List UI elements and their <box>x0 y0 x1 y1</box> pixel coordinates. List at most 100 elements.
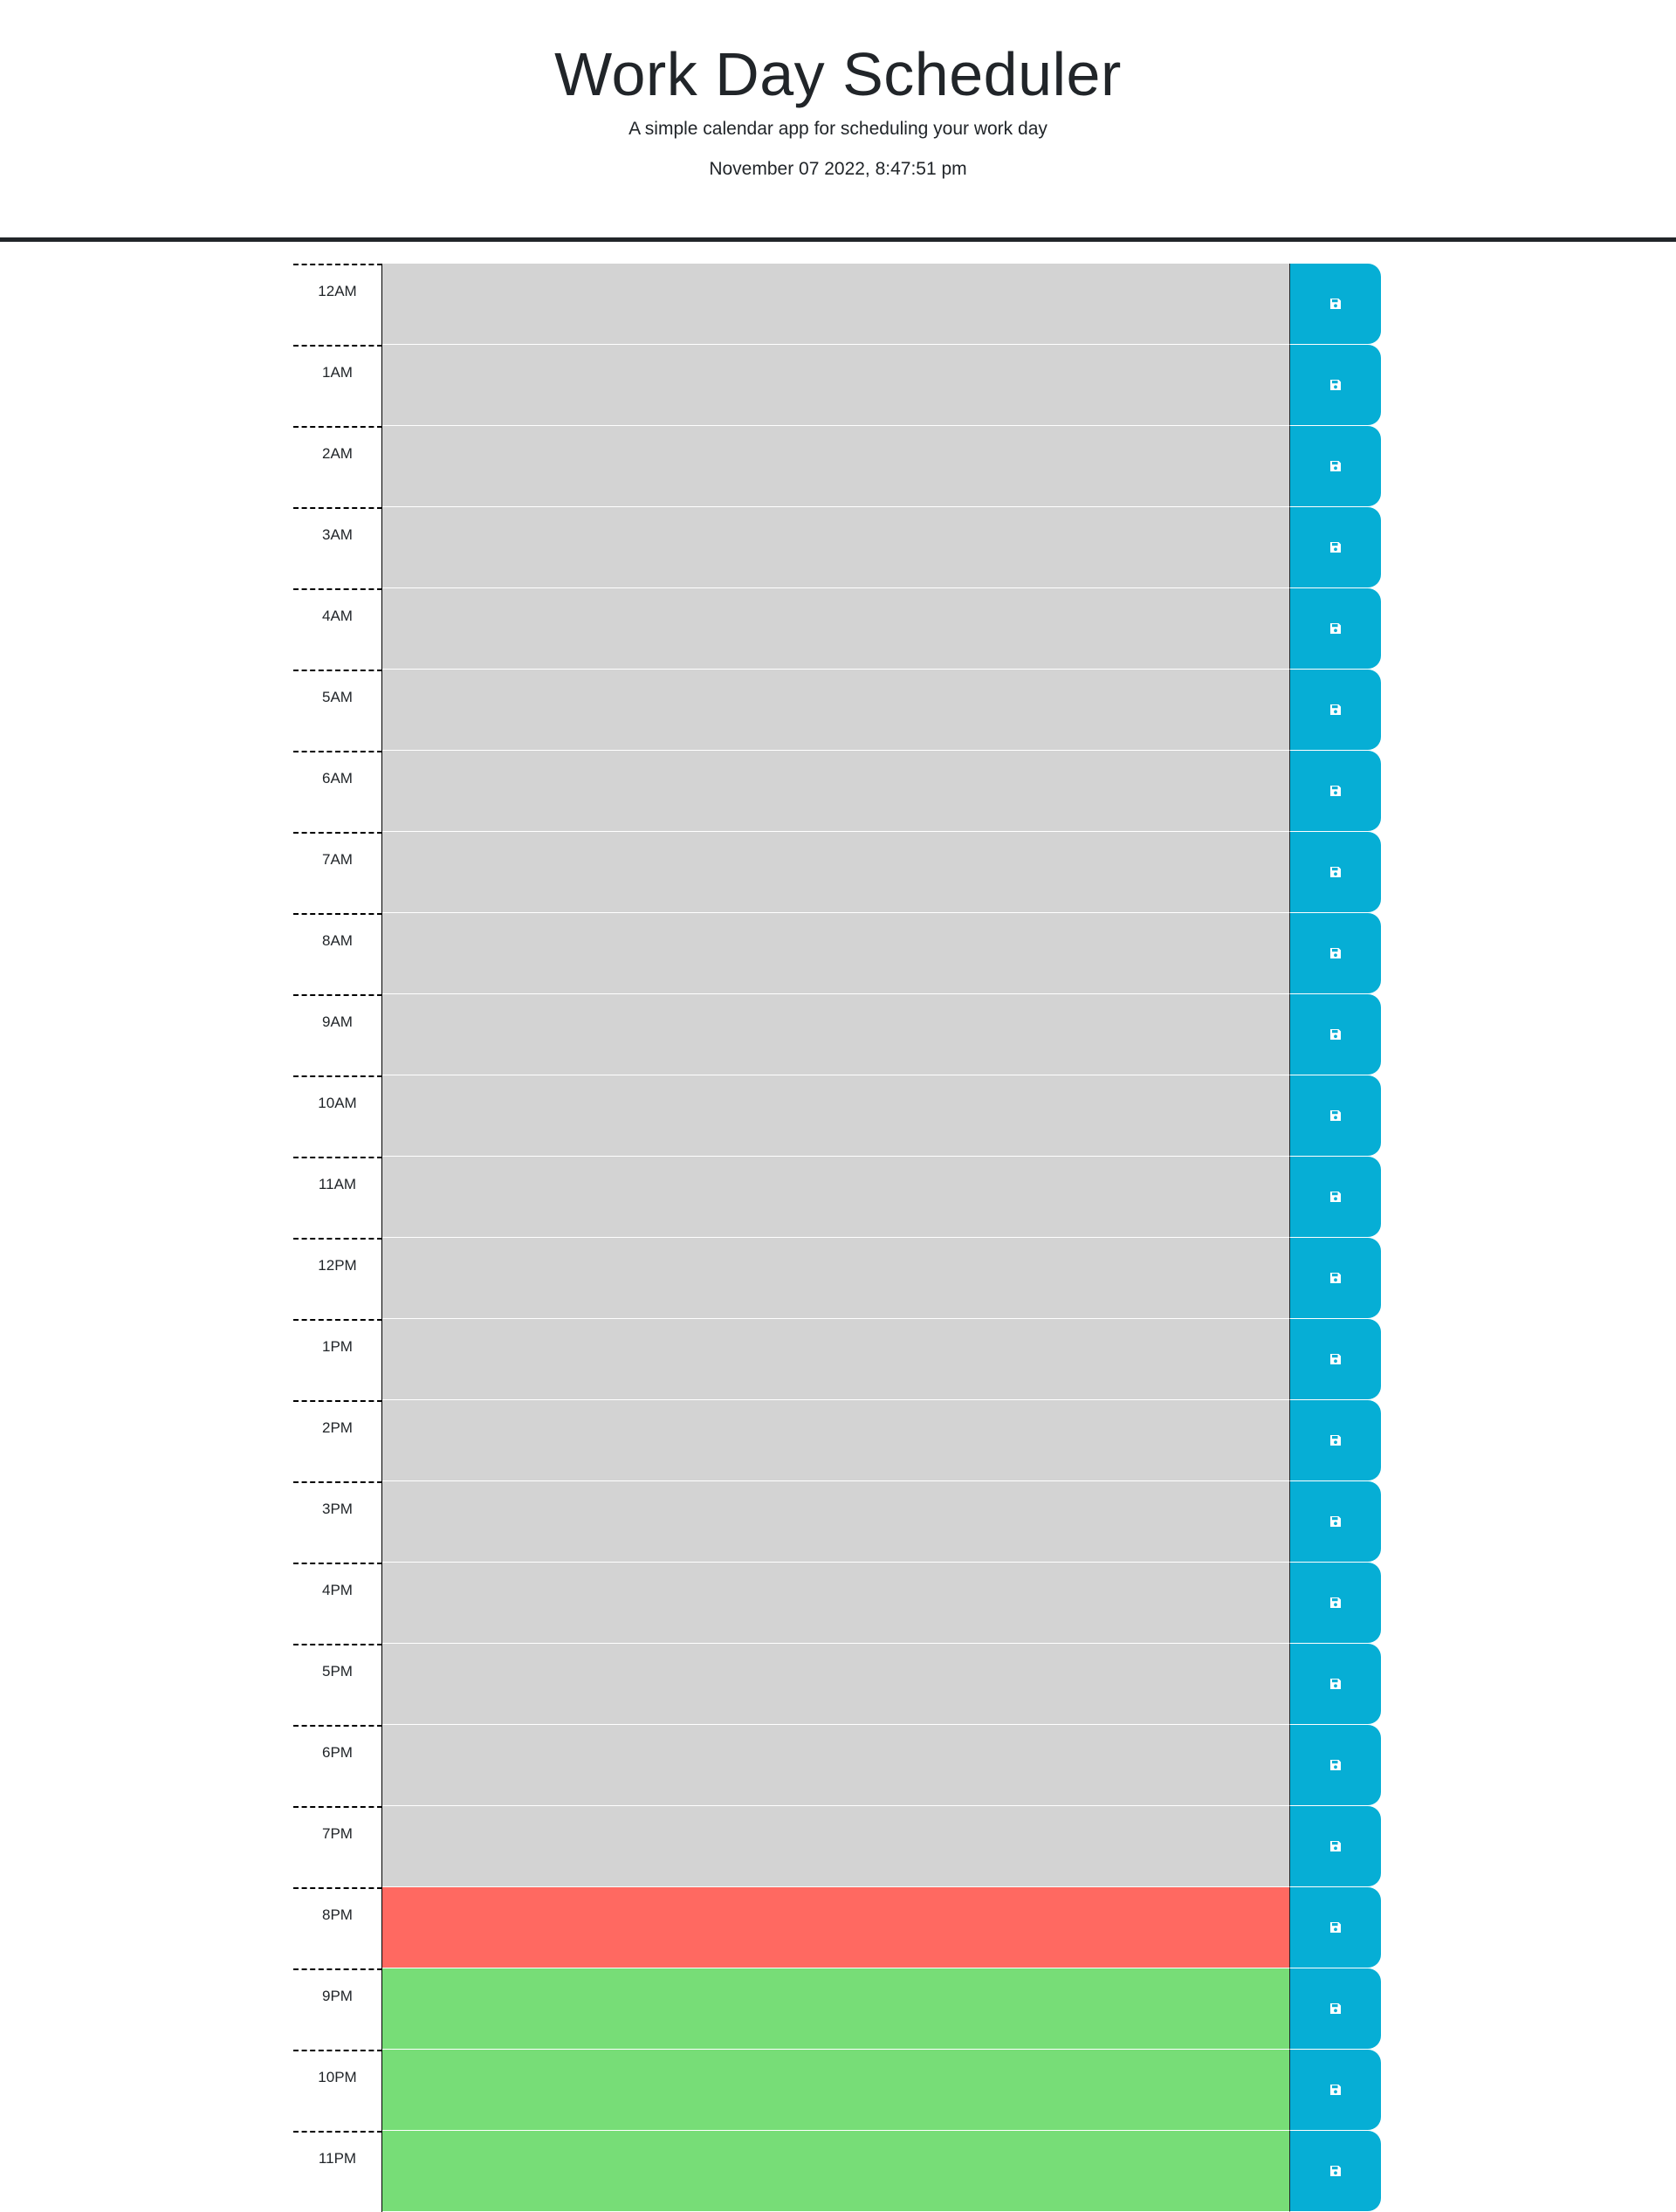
time-block-row: 5PM <box>293 1644 1383 1725</box>
event-description-input[interactable] <box>382 1644 1290 1725</box>
hour-label: 1AM <box>293 345 382 426</box>
event-description-input[interactable] <box>382 1563 1290 1644</box>
event-description-input[interactable] <box>382 1806 1290 1887</box>
header: Work Day Scheduler A simple calendar app… <box>0 0 1676 242</box>
save-icon <box>1330 1841 1341 1851</box>
hour-label: 9AM <box>293 994 382 1075</box>
time-block-row: 10PM <box>293 2050 1383 2131</box>
time-block-row: 10AM <box>293 1075 1383 1157</box>
event-description-input[interactable] <box>382 1887 1290 1968</box>
event-description-input[interactable] <box>382 1400 1290 1481</box>
hour-label: 7AM <box>293 832 382 913</box>
hour-label: 4AM <box>293 588 382 670</box>
event-description-input[interactable] <box>382 345 1290 426</box>
save-icon <box>1330 623 1341 634</box>
time-block-row: 6AM <box>293 751 1383 832</box>
save-button[interactable] <box>1290 1400 1381 1480</box>
hour-label: 9PM <box>293 1968 382 2050</box>
save-button[interactable] <box>1290 345 1381 425</box>
page-subtitle: A simple calendar app for scheduling you… <box>628 119 1048 139</box>
save-button[interactable] <box>1290 1157 1381 1237</box>
event-description-input[interactable] <box>382 1481 1290 1563</box>
time-block-row: 6PM <box>293 1725 1383 1806</box>
event-description-input[interactable] <box>382 670 1290 751</box>
event-description-input[interactable] <box>382 1157 1290 1238</box>
save-icon <box>1330 1029 1341 1040</box>
event-description-input[interactable] <box>382 588 1290 670</box>
time-block-row: 12AM <box>293 264 1383 345</box>
event-description-input[interactable] <box>382 832 1290 913</box>
event-description-input[interactable] <box>382 1075 1290 1157</box>
save-button[interactable] <box>1290 1481 1381 1562</box>
save-icon <box>1330 1597 1341 1608</box>
save-button[interactable] <box>1290 1075 1381 1156</box>
save-button[interactable] <box>1290 994 1381 1075</box>
hour-label: 6AM <box>293 751 382 832</box>
save-button[interactable] <box>1290 507 1381 587</box>
time-block-row: 1AM <box>293 345 1383 426</box>
save-button[interactable] <box>1290 2050 1381 2130</box>
event-description-input[interactable] <box>382 913 1290 994</box>
save-button[interactable] <box>1290 913 1381 993</box>
save-button[interactable] <box>1290 832 1381 912</box>
current-day: November 07 2022, 8:47:51 pm <box>709 159 967 179</box>
save-button[interactable] <box>1290 1887 1381 1968</box>
save-button[interactable] <box>1290 264 1381 344</box>
hour-label: 11PM <box>293 2131 382 2212</box>
time-block-row: 8PM <box>293 1887 1383 1968</box>
save-button[interactable] <box>1290 426 1381 506</box>
time-block-row: 11PM <box>293 2131 1383 2212</box>
hour-label: 12AM <box>293 264 382 345</box>
save-button[interactable] <box>1290 588 1381 669</box>
save-button[interactable] <box>1290 1968 1381 2049</box>
save-button[interactable] <box>1290 1725 1381 1805</box>
save-button[interactable] <box>1290 2131 1381 2211</box>
save-icon <box>1330 299 1341 309</box>
save-button[interactable] <box>1290 1238 1381 1318</box>
save-button[interactable] <box>1290 1319 1381 1399</box>
event-description-input[interactable] <box>382 1238 1290 1319</box>
hour-label: 2PM <box>293 1400 382 1481</box>
save-button[interactable] <box>1290 751 1381 831</box>
time-block-row: 7AM <box>293 832 1383 913</box>
event-description-input[interactable] <box>382 426 1290 507</box>
save-button[interactable] <box>1290 1644 1381 1724</box>
event-description-input[interactable] <box>382 2131 1290 2212</box>
save-icon <box>1330 1760 1341 1770</box>
save-icon <box>1330 1679 1341 1689</box>
hour-label: 3AM <box>293 507 382 588</box>
hour-label: 10AM <box>293 1075 382 1157</box>
save-icon <box>1330 786 1341 796</box>
event-description-input[interactable] <box>382 507 1290 588</box>
event-description-input[interactable] <box>382 994 1290 1075</box>
save-button[interactable] <box>1290 1563 1381 1643</box>
event-description-input[interactable] <box>382 264 1290 345</box>
event-description-input[interactable] <box>382 1968 1290 2050</box>
hour-label: 12PM <box>293 1238 382 1319</box>
time-block-row: 9PM <box>293 1968 1383 2050</box>
time-block-row: 7PM <box>293 1806 1383 1887</box>
event-description-input[interactable] <box>382 1725 1290 1806</box>
save-icon <box>1330 1192 1341 1202</box>
hour-label: 8AM <box>293 913 382 994</box>
time-block-row: 4AM <box>293 588 1383 670</box>
save-icon <box>1330 542 1341 553</box>
hour-label: 8PM <box>293 1887 382 1968</box>
event-description-input[interactable] <box>382 751 1290 832</box>
save-button[interactable] <box>1290 1806 1381 1886</box>
time-block-row: 8AM <box>293 913 1383 994</box>
hour-label: 5AM <box>293 670 382 751</box>
time-block-row: 3PM <box>293 1481 1383 1563</box>
hour-label: 10PM <box>293 2050 382 2131</box>
event-description-input[interactable] <box>382 2050 1290 2131</box>
save-button[interactable] <box>1290 670 1381 750</box>
time-block-row: 3AM <box>293 507 1383 588</box>
save-icon <box>1330 1354 1341 1364</box>
save-icon <box>1330 1435 1341 1446</box>
save-icon <box>1330 380 1341 390</box>
save-icon <box>1330 1273 1341 1283</box>
event-description-input[interactable] <box>382 1319 1290 1400</box>
time-block-row: 9AM <box>293 994 1383 1075</box>
save-icon <box>1330 2085 1341 2095</box>
hour-label: 2AM <box>293 426 382 507</box>
